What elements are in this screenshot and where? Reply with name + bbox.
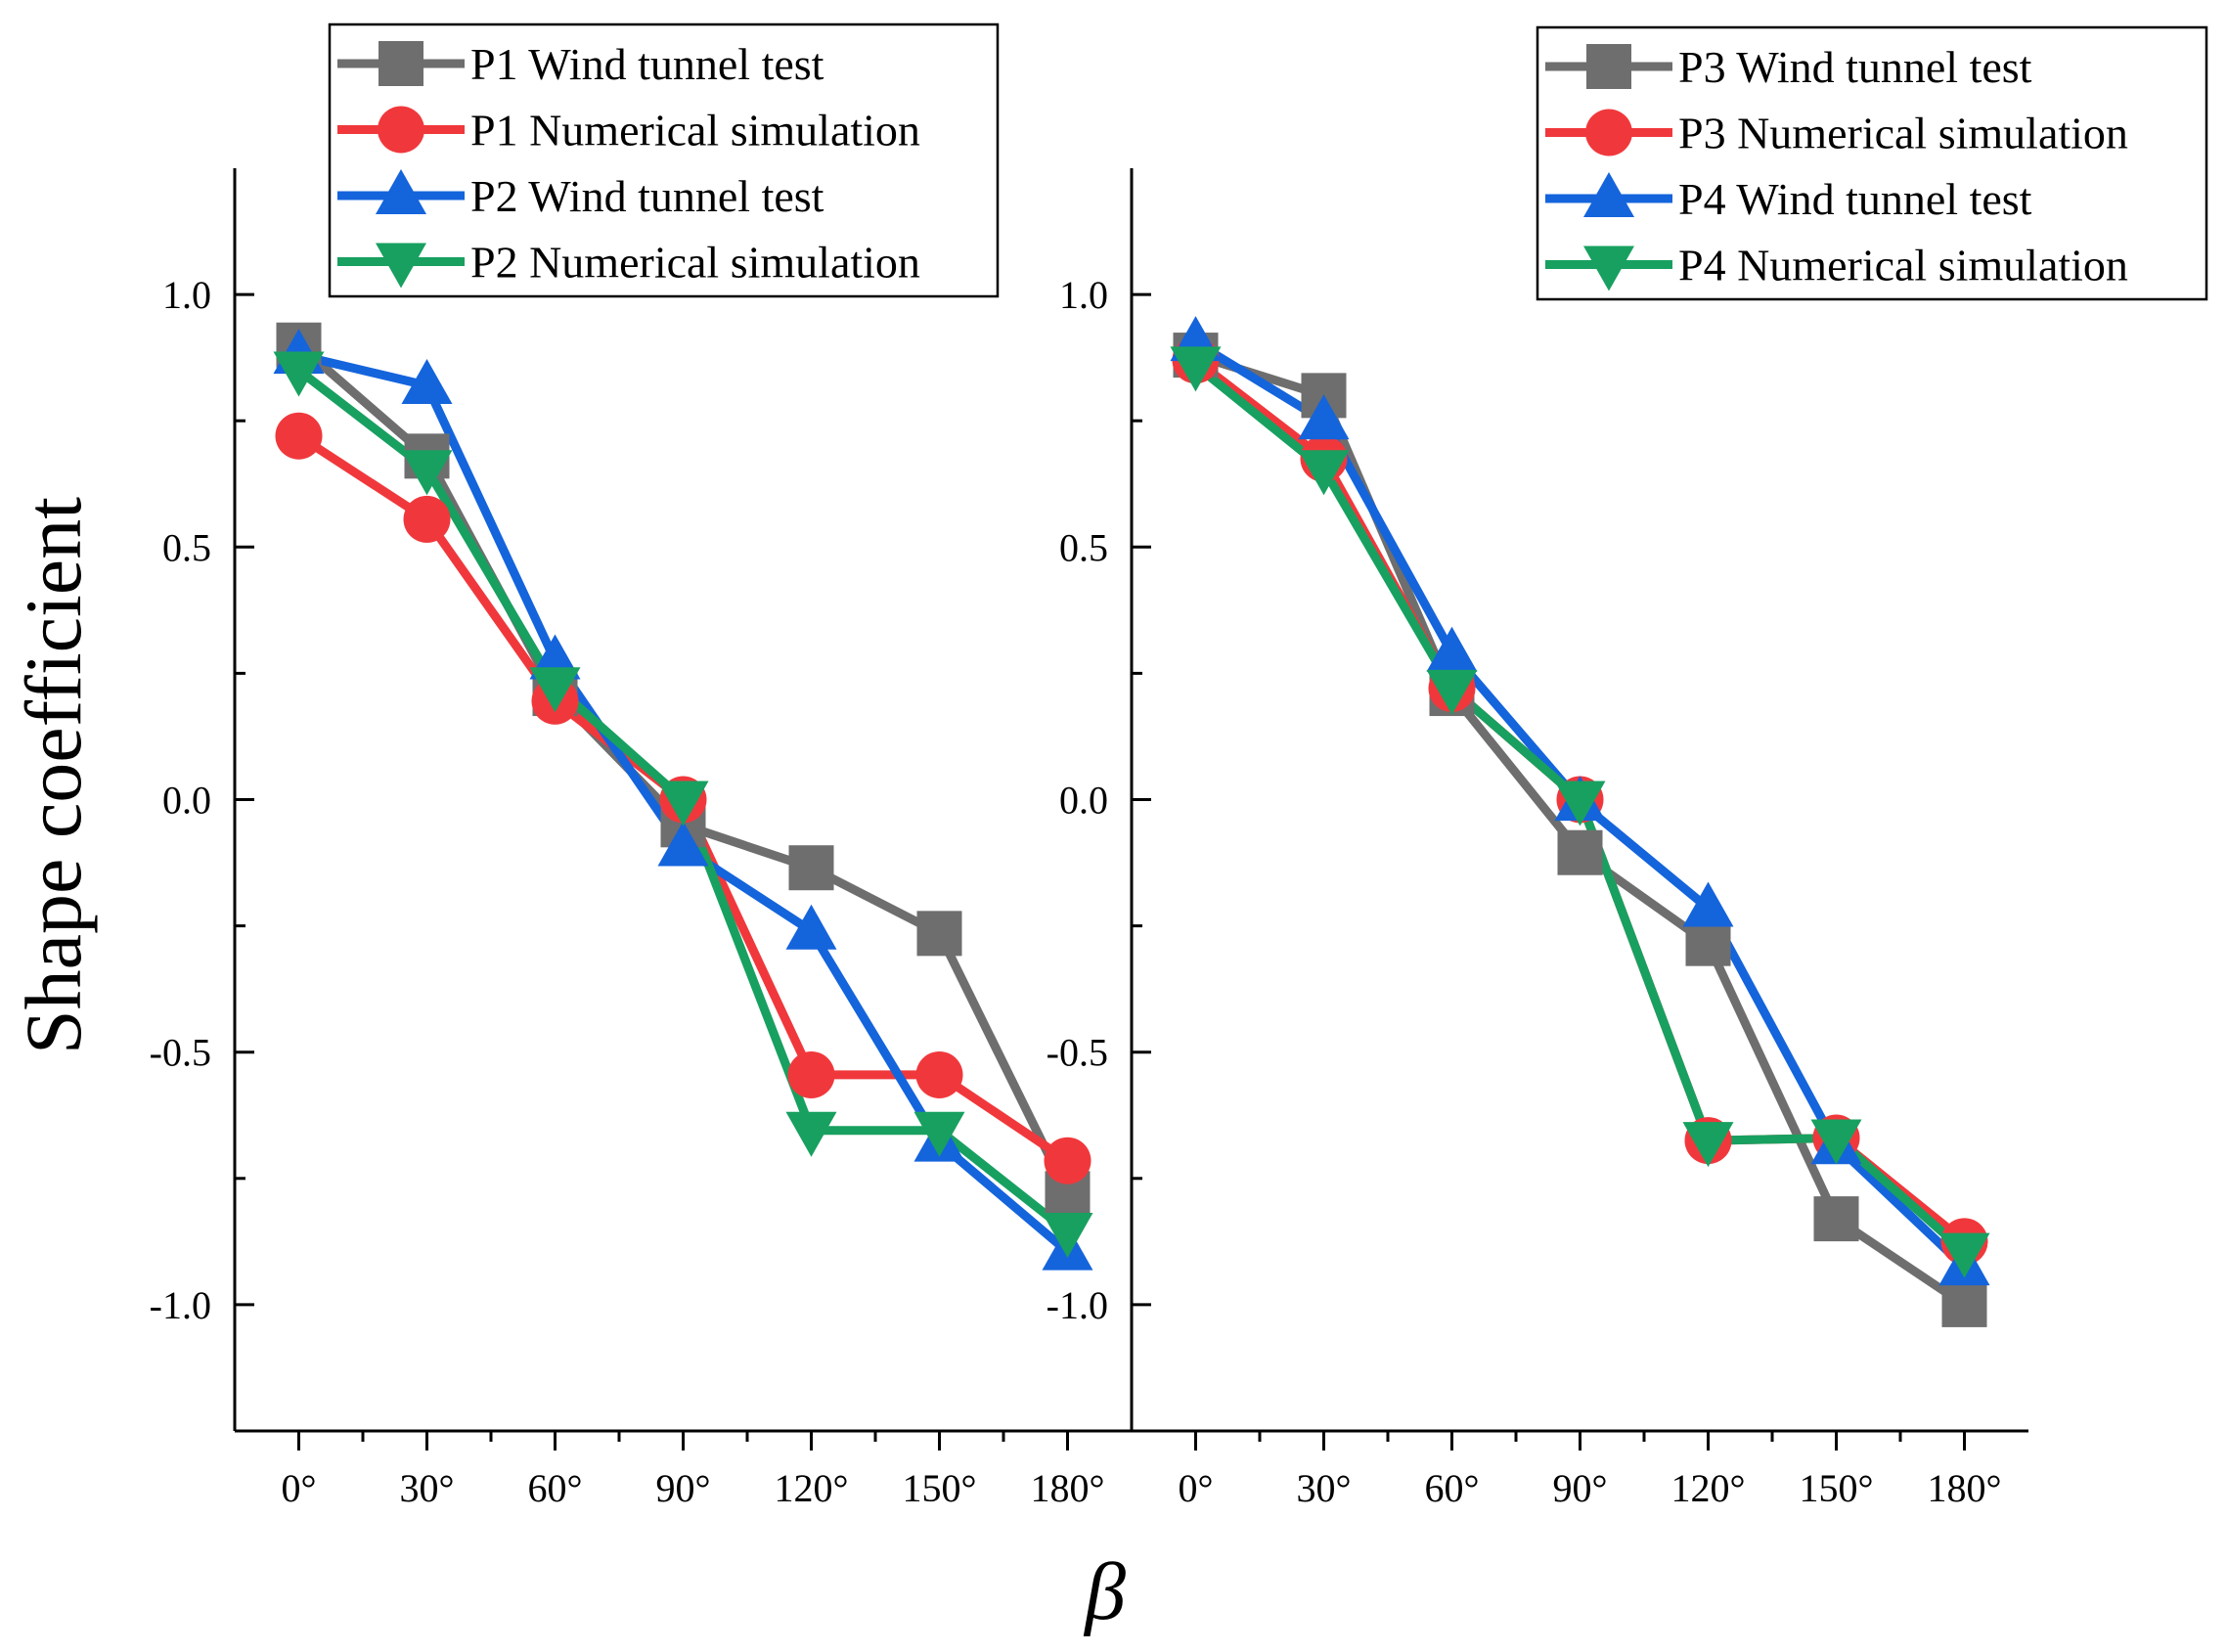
legend-box [1536, 25, 2208, 301]
legend-marker [378, 106, 424, 154]
data-point-4 [1426, 669, 1478, 715]
data-point-4 [913, 1111, 965, 1157]
data-point-4 [529, 667, 581, 713]
legend-marker [1586, 44, 1631, 89]
data-point-3 [1426, 626, 1478, 672]
y-tick-label: 1.0 [1059, 273, 1108, 317]
x-tick-label: 60° [528, 1466, 583, 1510]
data-point-4 [1938, 1232, 1990, 1278]
legend-marker [1583, 172, 1634, 217]
data-point-4 [785, 1111, 837, 1157]
legend-label: P4 Wind tunnel test [1678, 174, 2032, 224]
legend-marker [1585, 109, 1632, 156]
y-tick-label: 1.0 [162, 273, 211, 317]
x-tick-label: 180° [1928, 1466, 2002, 1510]
y-tick-label: 0.5 [1059, 525, 1108, 569]
x-tick-label: 30° [400, 1466, 455, 1510]
x-axis-label: β [1083, 1546, 1126, 1637]
x-tick-label: 150° [1800, 1466, 1874, 1510]
x-tick-label: 90° [656, 1466, 711, 1510]
legend-marker [379, 41, 423, 86]
y-axis-label: Shape coefficient [9, 497, 98, 1054]
data-point-2 [915, 1050, 963, 1098]
data-point-2 [403, 495, 451, 543]
data-point-1 [1941, 1281, 1987, 1327]
x-tick-label: 30° [1297, 1466, 1352, 1510]
data-point-4 [1170, 346, 1222, 392]
legend-label: P2 Numerical simulation [470, 238, 920, 288]
data-point-4 [1682, 1122, 1734, 1168]
x-tick-label: 60° [1425, 1466, 1480, 1510]
chart-panel-left: 1.0 0.5 0.0 -0.5 -1.0 0° 30° 60° 90° 120° 150° 180°… [150, 22, 1132, 1510]
data-point-4 [1298, 450, 1350, 496]
legend-label: P3 Numerical simulation [1678, 109, 2128, 158]
y-tick-label: -1.0 [1047, 1283, 1108, 1327]
chart-panel-right: 1.0 0.5 0.0 -0.5 -1.0 0° 30° 60° 90° 120° 150° 180°… [1047, 25, 2208, 1510]
y-tick-label: -0.5 [150, 1031, 211, 1075]
data-point-3 [401, 359, 453, 405]
legend-label: P3 Wind tunnel test [1678, 42, 2032, 92]
data-point-4 [1810, 1119, 1862, 1165]
data-point-1 [1557, 829, 1603, 875]
data-point-3 [657, 821, 709, 867]
legend-label: P1 Wind tunnel test [470, 39, 824, 89]
data-point-4 [401, 450, 453, 496]
x-tick-label: 120° [775, 1466, 849, 1510]
data-point-4 [1042, 1213, 1093, 1259]
x-tick-label: 0° [1179, 1466, 1214, 1510]
x-tick-label: 180° [1031, 1466, 1105, 1510]
data-point-1 [916, 911, 962, 957]
data-point-2 [1044, 1137, 1091, 1184]
legend-marker [1583, 246, 1634, 291]
data-point-2 [787, 1050, 835, 1098]
y-tick-label: -1.0 [150, 1283, 211, 1327]
data-point-3 [785, 904, 837, 950]
legend-label: P4 Numerical simulation [1678, 241, 2128, 290]
data-point-2 [275, 412, 323, 460]
data-point-4 [273, 351, 325, 397]
x-tick-label: 150° [903, 1466, 977, 1510]
x-tick-label: 0° [282, 1466, 317, 1510]
data-point-3 [1298, 394, 1350, 440]
y-tick-label: 0.5 [162, 525, 211, 569]
y-tick-label: 0.0 [162, 779, 211, 823]
legend-label: P2 Wind tunnel test [470, 171, 824, 221]
legend-marker [376, 169, 426, 214]
y-tick-label: -0.5 [1047, 1031, 1108, 1075]
data-point-3 [1682, 881, 1734, 927]
y-tick-label: 0.0 [1059, 779, 1108, 823]
data-point-1 [788, 845, 834, 891]
legend-marker [376, 243, 426, 289]
x-tick-label: 90° [1553, 1466, 1608, 1510]
data-point-1 [1685, 920, 1731, 966]
legend-box [328, 22, 1000, 298]
data-point-4 [657, 781, 709, 826]
x-tick-label: 120° [1671, 1466, 1746, 1510]
legend-label: P1 Numerical simulation [470, 106, 920, 156]
data-point-4 [1554, 781, 1606, 826]
data-point-1 [1813, 1196, 1859, 1242]
